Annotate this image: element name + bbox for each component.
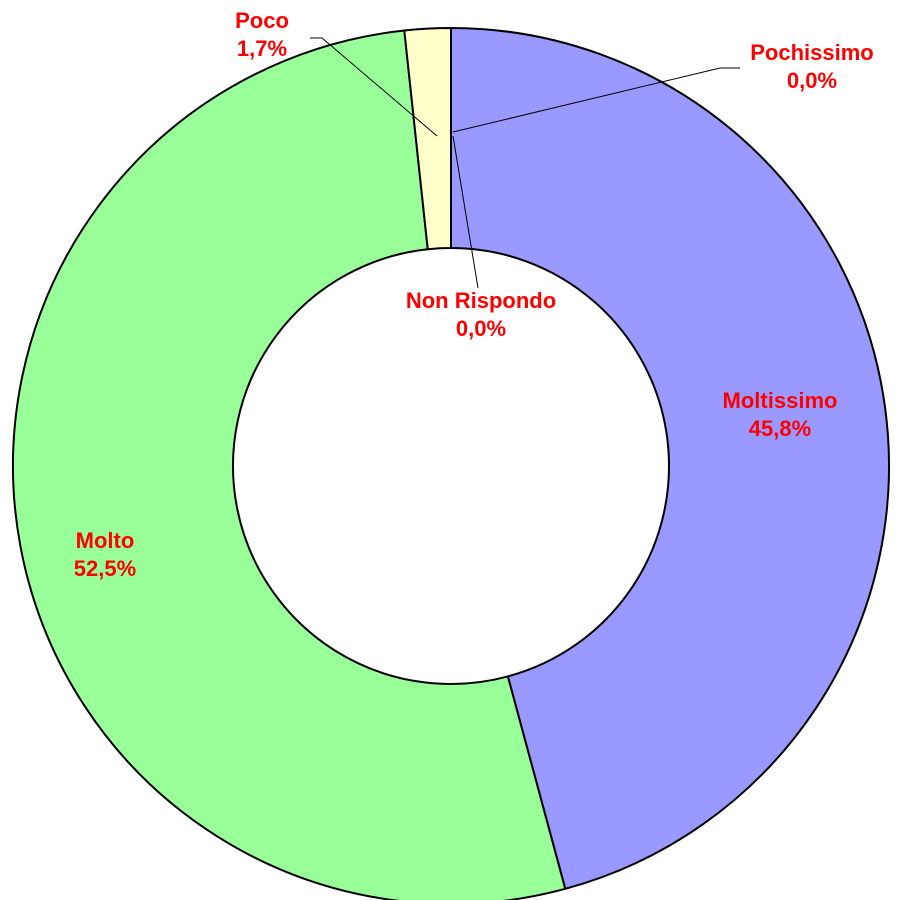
slice-value-non-rispondo: 0,0% xyxy=(456,316,506,341)
slice-label-moltissimo: Moltissimo xyxy=(723,388,838,413)
donut-slices xyxy=(12,26,890,900)
slice-labels: Moltissimo 45,8% Molto 52,5% Poco 1,7% Pochiss… xyxy=(74,8,874,581)
slice-label-non-rispondo: Non Rispondo xyxy=(406,288,556,313)
leader-lines xyxy=(310,37,740,289)
slice-label-molto: Molto xyxy=(76,528,135,553)
slice-value-poco: 1,7% xyxy=(237,36,287,61)
slice-moltissimo xyxy=(450,26,890,891)
leader-line-pochissimo xyxy=(452,67,740,133)
leader-line-poco xyxy=(310,37,438,137)
slice-label-poco: Poco xyxy=(235,8,289,33)
slice-poco xyxy=(403,26,452,251)
slice-value-pochissimo: 0,0% xyxy=(787,68,837,93)
slice-value-molto: 52,5% xyxy=(74,556,136,581)
slice-label-pochissimo: Pochissimo xyxy=(750,40,873,65)
leader-line-non-rispondo xyxy=(452,135,479,289)
slice-value-moltissimo: 45,8% xyxy=(749,416,811,441)
